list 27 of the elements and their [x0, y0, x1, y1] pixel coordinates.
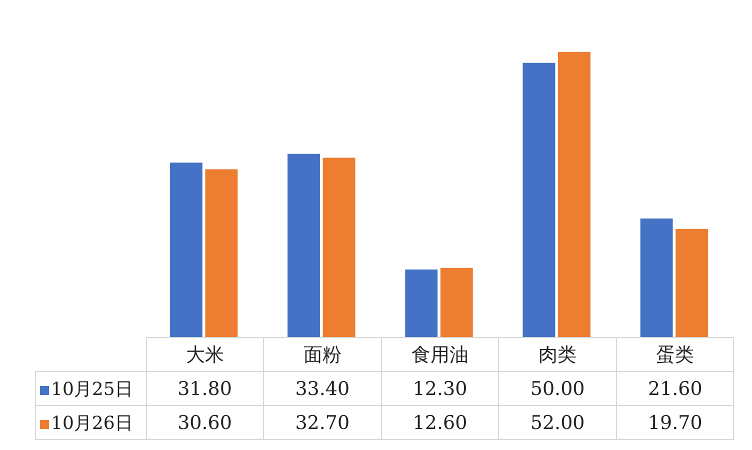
bar [405, 270, 438, 337]
legend-label: 10月25日 [51, 378, 133, 400]
bar [288, 154, 320, 337]
legend-label: 10月26日 [51, 412, 133, 434]
data-label: 12.60 [381, 406, 499, 440]
x-tick-label: 蛋类 [616, 338, 734, 372]
data-label: 32.70 [264, 406, 382, 440]
bar [676, 228, 708, 337]
bar [640, 218, 673, 337]
bar [170, 162, 202, 337]
bar [205, 169, 238, 337]
data-label: 52.00 [498, 406, 616, 440]
data-label: 12.30 [381, 372, 499, 406]
data-label: 21.60 [616, 372, 734, 406]
bar [322, 158, 356, 337]
bar [522, 62, 556, 337]
data-label: 30.60 [146, 406, 264, 440]
x-tick-label: 肉类 [498, 338, 616, 372]
data-label: 31.80 [146, 372, 264, 406]
bar [558, 52, 590, 337]
data-label: 50.00 [498, 372, 616, 406]
x-tick-label: 面粉 [264, 338, 382, 372]
data-label: 33.40 [264, 372, 382, 406]
x-tick-label: 大米 [146, 338, 264, 372]
x-tick-label: 食用油 [381, 338, 499, 372]
data-label: 19.70 [616, 406, 734, 440]
bar [440, 268, 473, 337]
